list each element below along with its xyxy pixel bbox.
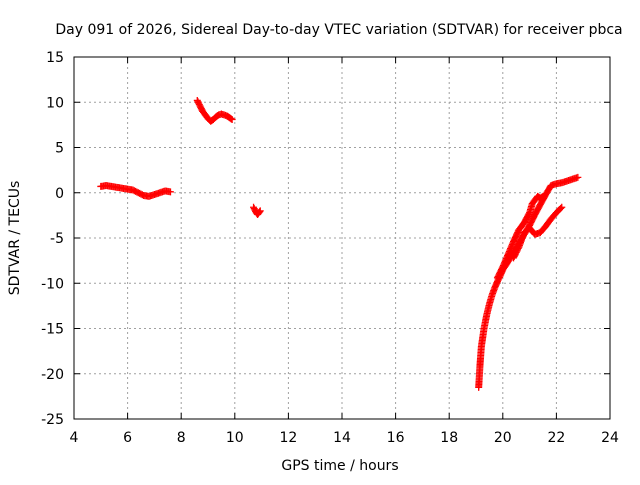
data-point	[557, 204, 565, 212]
x-axis-label: GPS time / hours	[281, 458, 398, 474]
points-layer	[97, 96, 582, 391]
x-tick-label: 14	[333, 430, 351, 446]
x-tick-label: 22	[547, 430, 565, 446]
y-tick-label: 0	[55, 186, 64, 202]
series-arc-3	[250, 203, 264, 218]
data-point	[539, 192, 547, 200]
x-tick-label: 16	[387, 430, 405, 446]
y-tick-label: -20	[41, 367, 64, 383]
x-tick-label: 8	[177, 430, 186, 446]
data-point	[256, 208, 264, 216]
y-tick-label: 5	[55, 141, 64, 157]
y-tick-label: -25	[41, 412, 64, 428]
series-arc-6	[510, 203, 566, 262]
series-arc-5	[493, 192, 547, 282]
x-tick-label: 12	[279, 430, 297, 446]
data-point	[166, 188, 174, 196]
data-point	[256, 207, 264, 215]
grid-layer	[74, 57, 610, 419]
plot-frame	[73, 56, 611, 420]
y-axis-label: SDTVAR / TECUs	[7, 181, 23, 296]
x-tick-label: 24	[601, 430, 619, 446]
series-arc-1	[97, 182, 174, 200]
y-tick-label: 15	[46, 50, 64, 66]
x-tick-label: 10	[226, 430, 244, 446]
y-tick-label: -15	[41, 322, 64, 338]
data-point	[558, 203, 566, 211]
y-tick-label: -5	[50, 231, 64, 247]
data-point	[574, 173, 582, 181]
y-tick-label: -10	[41, 276, 64, 292]
y-tick-label: 10	[46, 95, 64, 111]
series-arc-2	[193, 96, 236, 125]
x-tick-label: 20	[494, 430, 512, 446]
chart-title: Day 091 of 2026, Sidereal Day-to-day VTE…	[55, 22, 622, 38]
x-tick-label: 18	[440, 430, 458, 446]
x-tick-label: 6	[123, 430, 132, 446]
tick-labels-layer: 4 6 8 10 12 14 16 18 20 22 24 15 10 5 0 -5 -10 -15 -20 -25	[41, 50, 619, 446]
data-point	[228, 115, 236, 123]
x-tick-label: 4	[70, 430, 79, 446]
